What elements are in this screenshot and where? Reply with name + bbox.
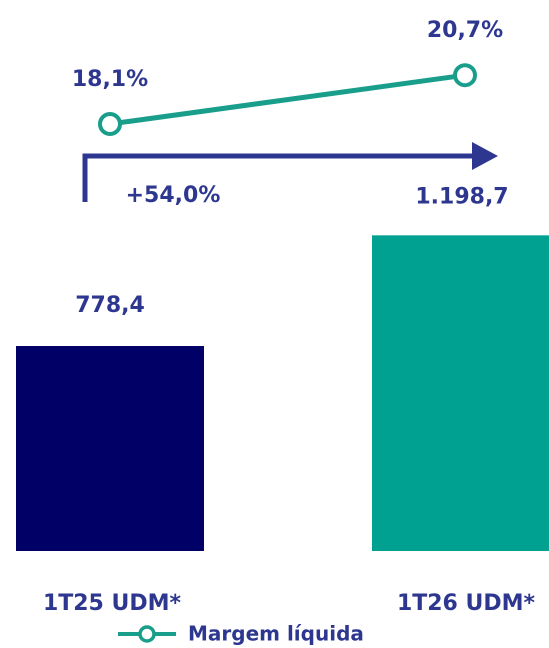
margin-line [109,72,466,127]
bar-value-label: 778,4 [75,293,145,318]
x-tick-label: 1T26 UDM* [397,591,536,616]
legend-label: Margem líquida [188,622,364,646]
arrow-head [472,142,498,170]
bar [16,346,204,551]
bar-value-label: 1.198,7 [415,184,508,209]
margin-point [98,112,122,137]
margin-point [453,63,477,88]
legend-marker [138,625,156,643]
margin-value-label: 18,1% [72,67,148,92]
growth-arrow [82,153,474,202]
growth-annotation: +54,0% [126,183,221,208]
bar [372,235,549,551]
margin-value-label: 20,7% [427,18,503,43]
x-tick-label: 1T25 UDM* [43,591,182,616]
